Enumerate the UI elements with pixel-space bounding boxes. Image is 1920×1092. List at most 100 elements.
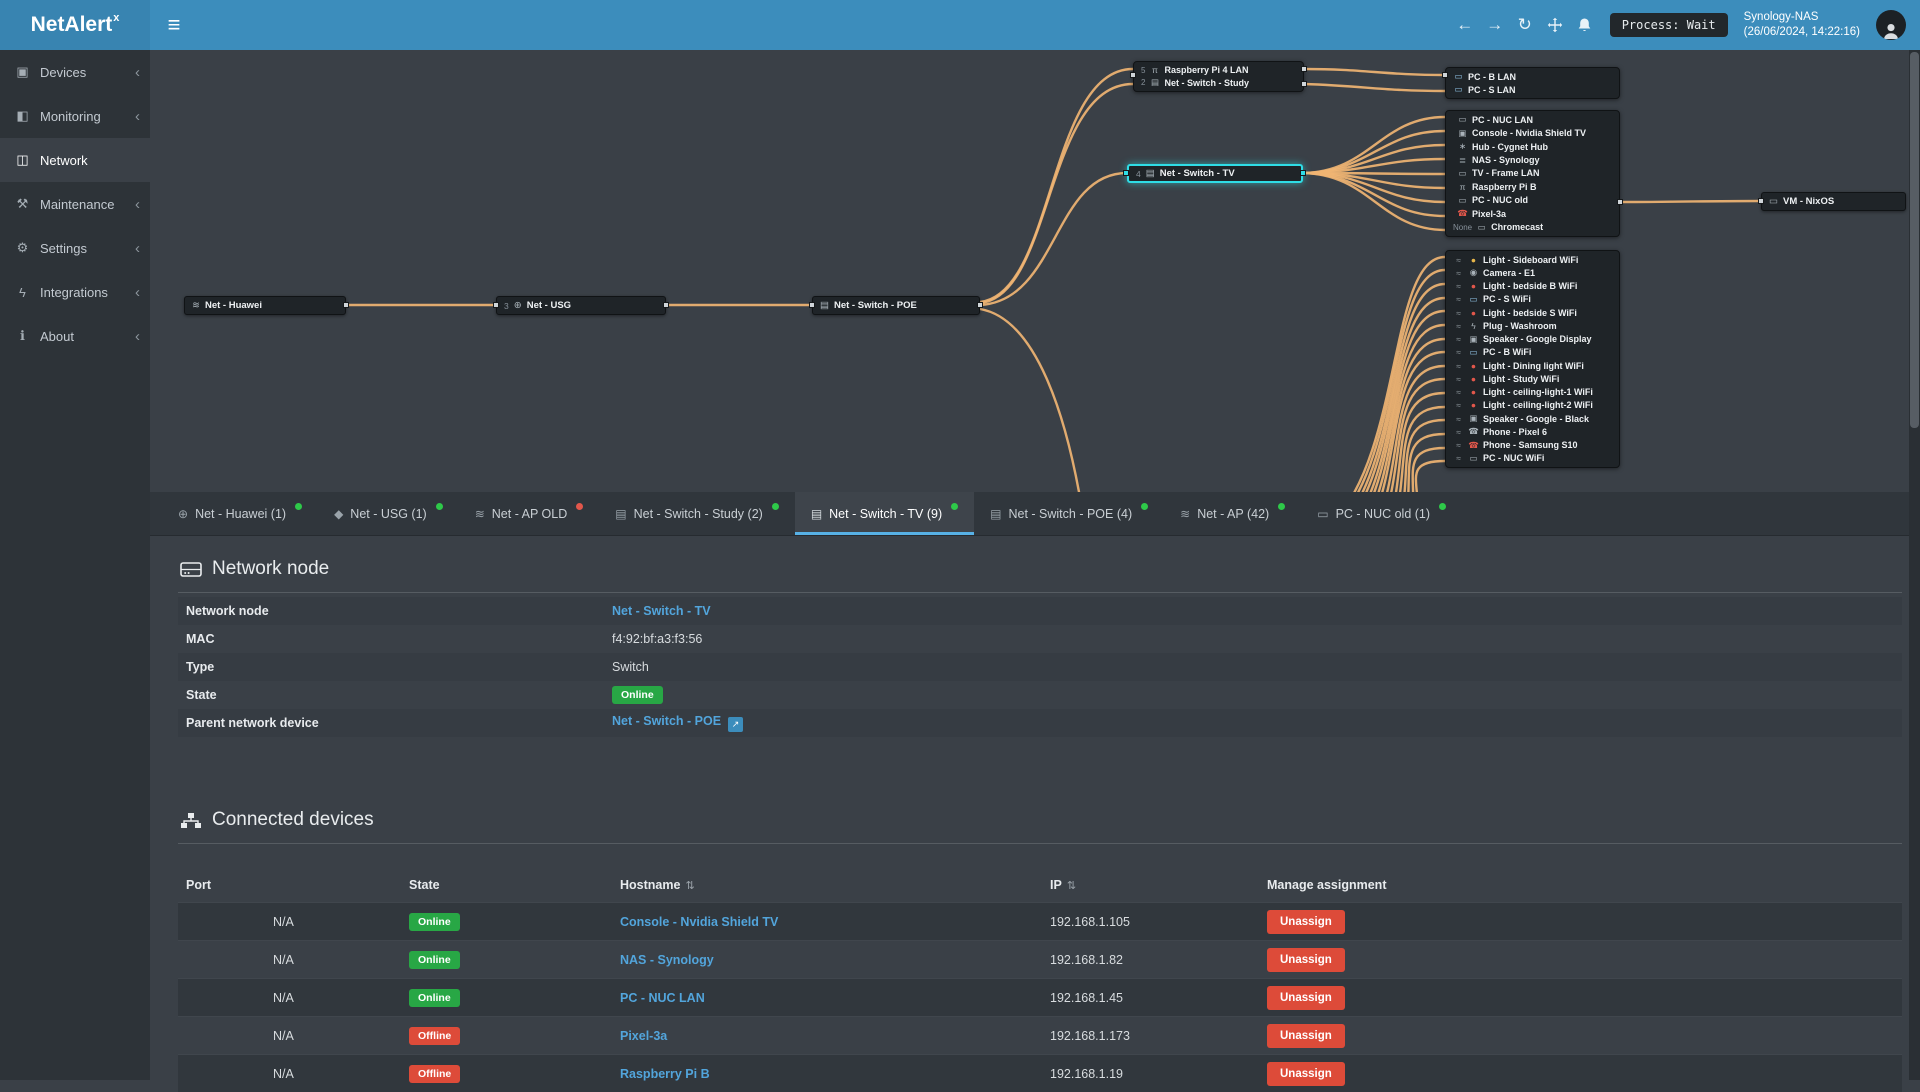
port-square xyxy=(343,302,349,308)
sidebar-item[interactable]: ⚙ Settings ‹ xyxy=(0,226,150,270)
scrollbar-thumb[interactable] xyxy=(1910,52,1919,428)
node-tab[interactable]: ▤ Net - Switch - Study (2) xyxy=(599,492,795,535)
type-value: Switch xyxy=(612,660,649,674)
col-header-state: State xyxy=(409,878,440,892)
unassign-button[interactable]: Unassign xyxy=(1267,985,1345,1010)
device-row[interactable]: ▭ PC - NUC old xyxy=(1446,194,1619,207)
hostname-link[interactable]: PC - NUC LAN xyxy=(620,990,705,1005)
device-row[interactable]: 5 π Raspberry Pi 4 LAN xyxy=(1134,64,1303,77)
forward-icon[interactable]: → xyxy=(1486,15,1504,34)
tab-label: Net - AP OLD xyxy=(491,506,568,521)
user-avatar[interactable] xyxy=(1876,10,1906,40)
move-icon[interactable] xyxy=(1540,0,1570,50)
network-node-switch-tv-selected[interactable]: 4 ▤ Net - Switch - TV xyxy=(1127,164,1303,183)
sort-icon[interactable]: ⇅ xyxy=(1066,880,1077,892)
device-label: Speaker - Google - Black xyxy=(1483,413,1590,424)
unassign-button[interactable]: Unassign xyxy=(1267,947,1345,972)
device-row[interactable]: ≣ NAS - Synology xyxy=(1446,153,1619,166)
device-row[interactable]: ▣ Console - Nvidia Shield TV xyxy=(1446,126,1619,139)
device-row[interactable]: ≈ ▣ Speaker - Google - Black xyxy=(1446,412,1619,425)
node-tab[interactable]: ≋ Net - AP OLD xyxy=(459,492,600,535)
device-row[interactable]: ≈ ● Light - ceiling-light-1 WiFi xyxy=(1446,386,1619,399)
unassign-button[interactable]: Unassign xyxy=(1267,909,1345,934)
sidebar-item[interactable]: ϟ Integrations ‹ xyxy=(0,270,150,314)
device-row[interactable]: ∗ Hub - Cygnet Hub xyxy=(1446,140,1619,153)
sidebar-item[interactable]: ◫ Network xyxy=(0,138,150,182)
app-name: NetAlert xyxy=(30,13,113,36)
hostname-link[interactable]: Raspberry Pi B xyxy=(620,1066,710,1081)
device-row[interactable]: ≈ ▭ PC - B WiFi xyxy=(1446,346,1619,359)
node-tab[interactable]: ≋ Net - AP (42) xyxy=(1164,492,1301,535)
sidebar-item[interactable]: ▣ Devices ‹ xyxy=(0,50,150,94)
hostname-link[interactable]: Pixel-3a xyxy=(620,1028,668,1043)
device-row[interactable]: ≈ ϟ Plug - Washroom xyxy=(1446,319,1619,332)
state-badge: Online xyxy=(409,912,460,931)
device-row[interactable]: π Raspberry Pi B xyxy=(1446,180,1619,193)
node-group-wifi-clients[interactable]: ≈ ● Light - Sideboard WiFi ≈ ◉ Camera - … xyxy=(1445,250,1620,468)
device-row[interactable]: ≈ ▭ PC - NUC WiFi xyxy=(1446,452,1619,465)
external-link-icon[interactable]: ↗ xyxy=(728,717,744,732)
network-node-huawei[interactable]: ≋ Net - Huawei xyxy=(184,296,346,315)
back-icon[interactable]: ← xyxy=(1456,15,1474,34)
refresh-icon[interactable]: ↻ xyxy=(1517,15,1532,34)
port-square xyxy=(493,302,499,308)
col-header-ip[interactable]: IP ⇅ xyxy=(1050,878,1077,892)
app-logo[interactable]: NetAlert x xyxy=(0,0,150,50)
node-group-study[interactable]: 5 π Raspberry Pi 4 LAN 2 ▤ Net - Switch … xyxy=(1133,61,1304,92)
network-node-switch-poe[interactable]: ▤ Net - Switch - POE xyxy=(812,296,980,315)
tab-label: PC - NUC old (1) xyxy=(1335,506,1431,521)
col-header-hostname[interactable]: Hostname ⇅ xyxy=(620,878,695,892)
device-row[interactable]: ☎ Pixel-3a xyxy=(1446,207,1619,220)
device-row[interactable]: None ▭ Chromecast xyxy=(1446,221,1619,234)
port-square xyxy=(977,302,983,308)
state-badge: Offline xyxy=(409,1064,461,1083)
node-tab[interactable]: ▤ Net - Switch - POE (4) xyxy=(974,492,1164,535)
device-row[interactable]: ≈ ▣ Speaker - Google Display xyxy=(1446,333,1619,346)
device-row[interactable]: ≈ ● Light - bedside S WiFi xyxy=(1446,306,1619,319)
node-label: Net - Switch - TV xyxy=(1159,168,1235,179)
device-row[interactable]: ≈ ▭ PC - S WiFi xyxy=(1446,293,1619,306)
device-row[interactable]: 2 ▤ Net - Switch - Study xyxy=(1134,77,1303,90)
sort-icon[interactable]: ⇅ xyxy=(685,880,695,892)
detail-label: Network node xyxy=(186,604,269,618)
sidebar-toggle-button[interactable]: ≡ xyxy=(167,12,181,37)
device-row[interactable]: ▭ PC - B LAN xyxy=(1446,70,1619,83)
node-tab[interactable]: ▤ Net - Switch - TV (9) xyxy=(794,492,975,535)
parent-node-link[interactable]: Net - Switch - POE xyxy=(612,714,722,728)
sidebar-item[interactable]: ◧ Monitoring ‹ xyxy=(0,94,150,138)
device-row[interactable]: ≈ ◉ Camera - E1 xyxy=(1446,266,1619,279)
hostname-link[interactable]: NAS - Synology xyxy=(620,952,714,967)
node-tab[interactable]: ◆ Net - USG (1) xyxy=(318,492,459,535)
bell-icon[interactable] xyxy=(1570,0,1600,50)
switch-icon: ▤ xyxy=(1145,168,1155,179)
detail-row: State Online xyxy=(178,681,1902,709)
node-tab[interactable]: ⊕ Net - Huawei (1) xyxy=(162,492,318,535)
table-row: N/A Online PC - NUC LAN 192.168.1.45 Una… xyxy=(178,978,1902,1016)
node-group-study-clients[interactable]: ▭ PC - B LAN ▭ PC - S LAN xyxy=(1445,67,1620,99)
device-row[interactable]: ≈ ☎ Phone - Pixel 6 xyxy=(1446,425,1619,438)
network-node-vm-nixos[interactable]: ▭ VM - NixOS xyxy=(1761,192,1906,211)
device-row[interactable]: ≈ ● Light - Dining light WiFi xyxy=(1446,359,1619,372)
sidebar-item[interactable]: ⚒ Maintenance ‹ xyxy=(0,182,150,226)
sidebar-item[interactable]: ℹ About ‹ xyxy=(0,314,150,358)
tab-label: Net - Switch - Study (2) xyxy=(633,506,763,521)
node-tab[interactable]: ▭ PC - NUC old (1) xyxy=(1301,492,1462,535)
node-link[interactable]: Net - Switch - TV xyxy=(612,604,711,618)
node-group-tv-clients[interactable]: ▭ PC - NUC LAN ▣ Console - Nvidia Shield… xyxy=(1445,110,1620,237)
device-row[interactable]: ▭ TV - Frame LAN xyxy=(1446,167,1619,180)
device-row[interactable]: ≈ ● Light - ceiling-light-2 WiFi xyxy=(1446,399,1619,412)
device-label: PC - NUC WiFi xyxy=(1483,453,1545,464)
network-node-usg[interactable]: 3 ⊕ Net - USG xyxy=(496,296,666,315)
device-row[interactable]: ≈ ● Light - Sideboard WiFi xyxy=(1446,253,1619,266)
unassign-button[interactable]: Unassign xyxy=(1267,1023,1345,1048)
unassign-button[interactable]: Unassign xyxy=(1267,1061,1345,1086)
device-row[interactable]: ▭ PC - S LAN xyxy=(1446,83,1619,96)
device-row[interactable]: ≈ ● Light - Study WiFi xyxy=(1446,372,1619,385)
wifi-icon: ≈ xyxy=(1456,387,1461,398)
device-row[interactable]: ≈ ● Light - bedside B WiFi xyxy=(1446,280,1619,293)
globe-icon: ⊕ xyxy=(513,300,522,311)
device-row[interactable]: ≈ ☎ Phone - Samsung S10 xyxy=(1446,439,1619,452)
process-status-badge: Process: Wait xyxy=(1609,13,1728,37)
device-row[interactable]: ▭ PC - NUC LAN xyxy=(1446,113,1619,126)
hostname-link[interactable]: Console - Nvidia Shield TV xyxy=(620,914,779,929)
